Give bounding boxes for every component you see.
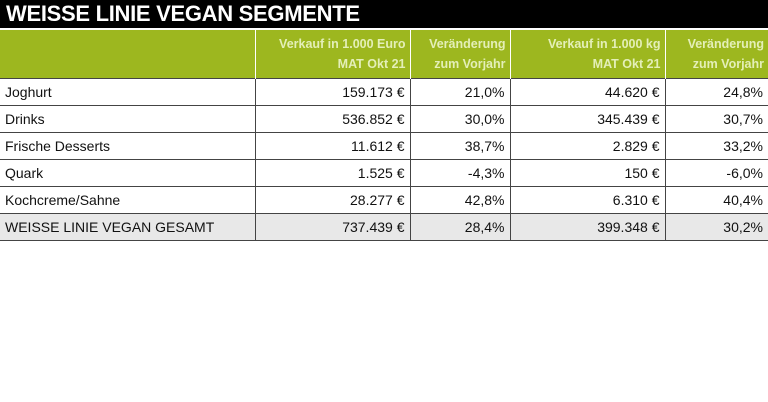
cell-segment: Quark <box>0 159 255 187</box>
cell-change-kg: 30,7% <box>664 105 768 133</box>
cell-change-eur: 38,7% <box>409 132 510 160</box>
header-line: Verkauf in 1.000 Euro <box>279 37 406 51</box>
header-line: Verkauf in 1.000 kg <box>547 37 661 51</box>
cell-change-eur: 42,8% <box>409 186 510 214</box>
cell-sales-eur: 536.852 € <box>254 105 410 133</box>
cell-change-eur: 21,0% <box>409 78 510 106</box>
total-row: WEISSE LINIE VEGAN GESAMT 737.439 €28,4% 3… <box>0 213 768 241</box>
cell-sales-eur: 28.277 € <box>254 186 410 214</box>
cell-segment: Drinks <box>0 105 255 133</box>
cell-sales-kg: 399.348 € <box>509 213 665 241</box>
cell-change-kg: 24,8% <box>664 78 768 106</box>
cell-change-eur: 30,0% <box>409 105 510 133</box>
table-row: Kochcreme/Sahne 28.277 €42,8% 6.310 €40,4% <box>0 186 768 214</box>
cell-sales-kg: 6.310 € <box>509 186 665 214</box>
cell-sales-kg: 2.829 € <box>509 132 665 160</box>
cell-change-eur: 28,4% <box>409 213 510 241</box>
header-line: zum Vorjahr <box>692 57 764 71</box>
cell-sales-kg: 44.620 € <box>509 78 665 106</box>
cell-change-kg: -6,0% <box>664 159 768 187</box>
table-row: Quark 1.525 € -4,3% 150 € -6,0% <box>0 159 768 187</box>
cell-segment: WEISSE LINIE VEGAN GESAMT <box>0 213 255 241</box>
header-line: MAT Okt 21 <box>337 57 406 71</box>
cell-change-kg: 30,2% <box>664 213 768 241</box>
column-header-sales-eur: Verkauf in 1.000 Euro MAT Okt 21 <box>254 30 410 79</box>
cell-segment: Frische Desserts <box>0 132 255 160</box>
cell-sales-eur: 159.173 € <box>254 78 410 106</box>
header-row: Verkauf in 1.000 Euro MAT Okt 21 Veränderu… <box>0 30 768 79</box>
cell-change-eur: -4,3% <box>409 159 510 187</box>
cell-sales-eur: 1.525 € <box>254 159 410 187</box>
column-header-change-kg: Veränderung zum Vorjahr <box>664 30 768 79</box>
cell-segment: Kochcreme/Sahne <box>0 186 255 214</box>
table-row: Frische Desserts 11.612 €38,7% 2.829 €33,2… <box>0 132 768 160</box>
header-line: Veränderung <box>429 37 506 51</box>
table-title: WEISSE LINIE VEGAN SEGMENTE <box>0 0 768 28</box>
cell-change-kg: 40,4% <box>664 186 768 214</box>
cell-sales-kg: 150 € <box>509 159 665 187</box>
cell-sales-kg: 345.439 € <box>509 105 665 133</box>
cell-sales-eur: 737.439 € <box>254 213 410 241</box>
header-line: MAT Okt 21 <box>592 57 661 71</box>
cell-segment: Joghurt <box>0 78 255 106</box>
header-line: zum Vorjahr <box>434 57 506 71</box>
cell-change-kg: 33,2% <box>664 132 768 160</box>
column-header-segment <box>0 30 255 79</box>
column-header-sales-kg: Verkauf in 1.000 kg MAT Okt 21 <box>509 30 665 79</box>
table-row: Drinks 536.852 €30,0% 345.439 €30,7% <box>0 105 768 133</box>
header-line: Veränderung <box>687 37 764 51</box>
cell-sales-eur: 11.612 € <box>254 132 410 160</box>
column-header-change-eur: Veränderung zum Vorjahr <box>409 30 510 79</box>
segments-table: Verkauf in 1.000 Euro MAT Okt 21 Veränderu… <box>0 30 768 241</box>
table-row: Joghurt 159.173 €21,0% 44.620 €24,8% <box>0 78 768 106</box>
